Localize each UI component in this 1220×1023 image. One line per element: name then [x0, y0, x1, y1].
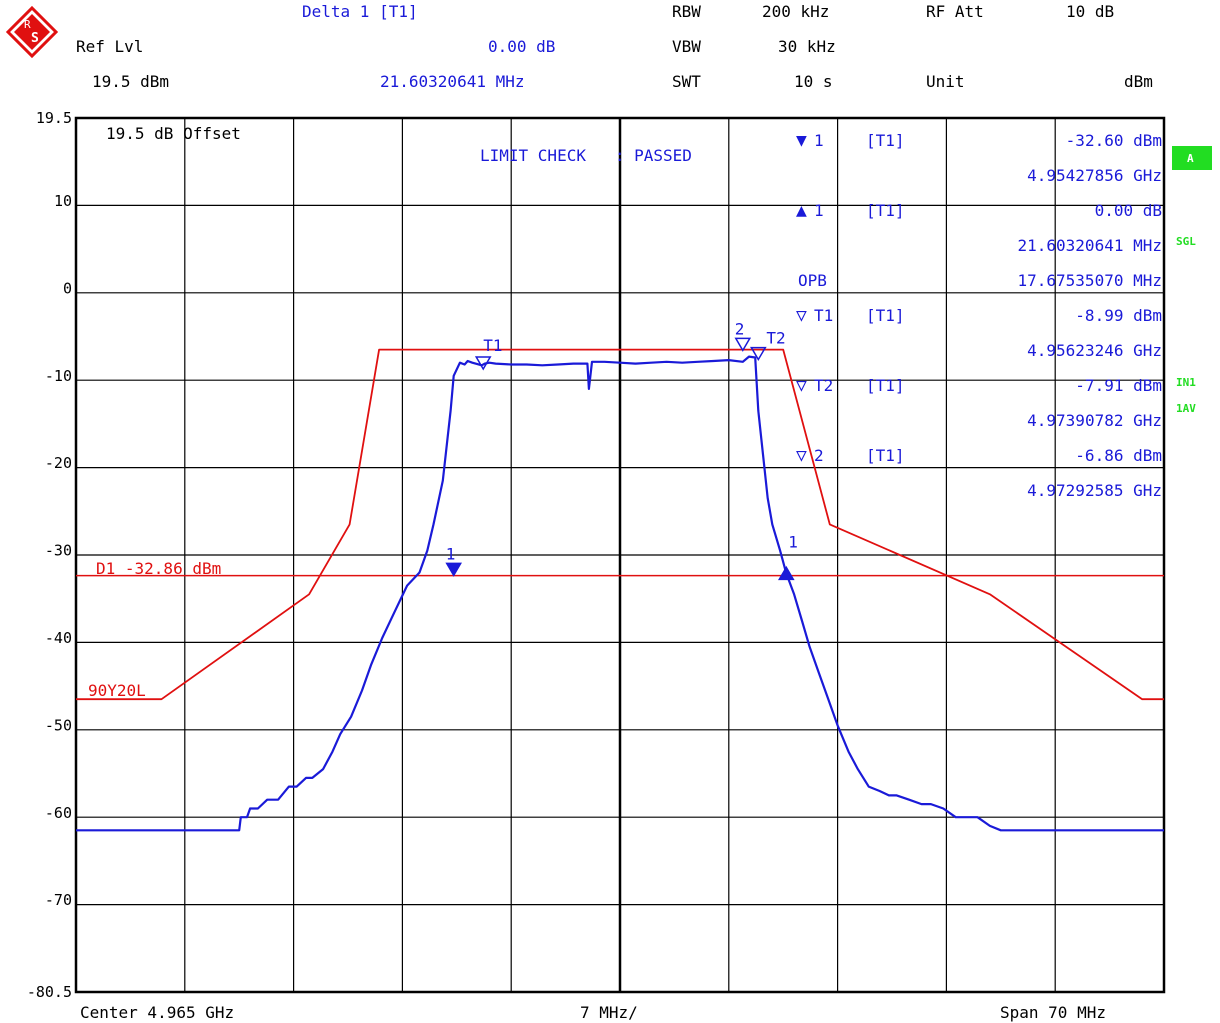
badge-sgl: SGL	[1176, 235, 1196, 248]
swt-value: 10 s	[794, 72, 833, 91]
marker-table-value: -8.99 dBm	[1075, 306, 1162, 325]
rbw-label: RBW	[672, 2, 701, 21]
y-tick-label: -20	[45, 454, 72, 472]
rfatt-label: RF Att	[926, 2, 984, 21]
marker-label-2: 2	[735, 319, 745, 338]
y-tick-label: -30	[45, 542, 72, 560]
swt-label: SWT	[672, 72, 701, 91]
y-tick-label: -50	[45, 716, 72, 734]
limit-name-label: 90Y20L	[88, 681, 146, 700]
marker-table-tag: [T1]	[866, 376, 905, 395]
y-tick-label: -60	[45, 804, 72, 822]
rbw-value: 200 kHz	[762, 2, 829, 21]
marker-table-tag: [T1]	[866, 306, 905, 325]
side-badges: A SGL IN1 1AV	[1172, 146, 1212, 415]
rs-logo-icon: R S	[5, 5, 59, 59]
marker-table-freq: 4.95623246 GHz	[1027, 341, 1162, 360]
marker-T1	[474, 356, 492, 371]
marker-table-num: 1	[814, 201, 824, 220]
marker-table-num: T1	[814, 306, 833, 325]
measurement-trace	[76, 355, 1164, 832]
marker-table-num: 2	[814, 446, 824, 465]
marker-table-num: OPB	[798, 271, 827, 290]
vbw-label: VBW	[672, 37, 701, 56]
marker-table-freq: 21.60320641 MHz	[1018, 236, 1163, 255]
center-freq: Center 4.965 GHz	[80, 1003, 234, 1022]
vbw-value: 30 kHz	[778, 37, 836, 56]
y-axis-ticks: 19.5 10 0 -10 -20 -30 -40 -50 -60 -70 -80.5	[27, 109, 72, 1001]
y-tick-label: 10	[54, 192, 72, 210]
marker-label-T1: T1	[483, 336, 502, 355]
y-tick-label: 19.5	[36, 109, 72, 127]
limit-check-label: LIMIT CHECK : PASSED	[480, 146, 692, 165]
span-freq: Span 70 MHz	[1000, 1003, 1106, 1022]
marker-table-freq: 4.95427856 GHz	[1027, 166, 1162, 185]
markers: 1 1 2 T1 T2	[445, 319, 798, 581]
marker-table: ▼ 1 [T1] -32.60 dBm 4.95427856 GHz ▲ 1 [T1] 0.00…	[796, 130, 1162, 500]
marker-table-tag: [T1]	[866, 446, 905, 465]
delta-label: Delta 1 [T1]	[302, 2, 418, 21]
d1-label: D1 -32.86 dBm	[96, 559, 221, 578]
plot-annotations: 19.5 dB Offset LIMIT CHECK : PASSED D1 -…	[88, 124, 692, 700]
rfatt-value: 10 dB	[1066, 2, 1114, 21]
freq-div: 7 MHz/	[580, 1003, 638, 1022]
marker-table-symbol: ▽	[796, 445, 807, 466]
marker-table-symbol: ▲	[796, 200, 807, 221]
marker-table-tag: [T1]	[866, 131, 905, 150]
marker-label-T2: T2	[766, 329, 785, 348]
footer: Center 4.965 GHz 7 MHz/ Span 70 MHz	[80, 1003, 1106, 1022]
y-tick-label: -70	[45, 891, 72, 909]
reflvl-value: 19.5 dBm	[92, 72, 169, 91]
trace-line	[76, 355, 1164, 832]
marker-1	[778, 565, 795, 581]
marker-table-value: -7.91 dBm	[1075, 376, 1162, 395]
marker-table-value: -32.60 dBm	[1066, 131, 1162, 150]
marker-table-num: 1	[814, 131, 824, 150]
y-tick-label: 0	[63, 279, 72, 297]
marker-table-tag: [T1]	[866, 201, 905, 220]
header: Delta 1 [T1] RBW 200 kHz RF Att 10 dB Re…	[76, 2, 1153, 91]
badge-1av: 1AV	[1176, 402, 1196, 415]
y-tick-label: -10	[45, 367, 72, 385]
marker-table-value: -6.86 dBm	[1075, 446, 1162, 465]
svg-text:S: S	[31, 31, 39, 46]
marker-label-1: 1	[446, 544, 456, 563]
marker-table-symbol: ▽	[796, 305, 807, 326]
marker-T2	[750, 346, 767, 362]
marker-table-num: T2	[814, 376, 833, 395]
unit-label: Unit	[926, 72, 965, 91]
svg-text:R: R	[24, 18, 31, 31]
marker-table-freq: 4.97292585 GHz	[1027, 481, 1162, 500]
marker-table-value: 17.67535070 MHz	[1018, 271, 1163, 290]
reflvl-label: Ref Lvl	[76, 37, 143, 56]
badge-a-bg	[1172, 146, 1212, 170]
marker-table-value: 0.00 dB	[1095, 201, 1162, 220]
unit-value: dBm	[1124, 72, 1153, 91]
y-tick-label: -40	[45, 629, 72, 647]
plot-grid	[74, 116, 1166, 994]
marker-table-symbol: ▽	[796, 375, 807, 396]
marker-table-freq: 4.97390782 GHz	[1027, 411, 1162, 430]
delta-freq: 21.60320641 MHz	[380, 72, 525, 91]
marker-label-1: 1	[788, 532, 798, 551]
marker-2	[734, 337, 752, 352]
offset-label: 19.5 dB Offset	[106, 124, 241, 143]
marker-1	[445, 562, 462, 577]
y-tick-label: -80.5	[27, 983, 72, 1001]
delta-value: 0.00 dB	[488, 37, 555, 56]
marker-table-symbol: ▼	[796, 130, 807, 151]
badge-in1: IN1	[1176, 376, 1196, 389]
badge-a: A	[1187, 152, 1194, 165]
